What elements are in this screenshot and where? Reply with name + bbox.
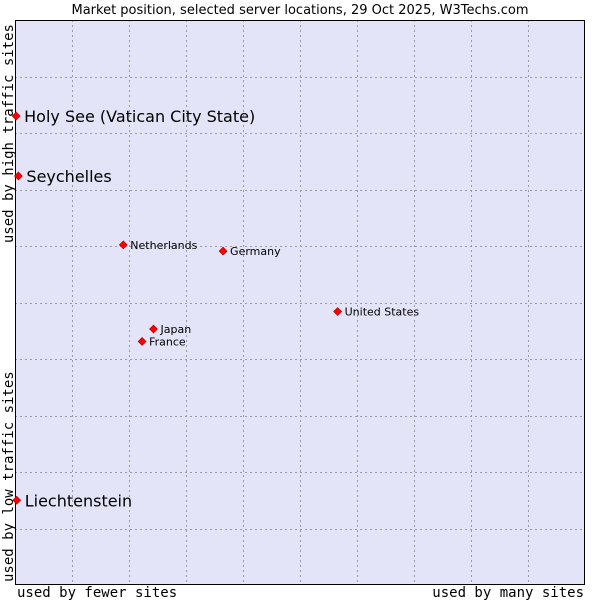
x-axis-label-left: used by fewer sites (17, 585, 177, 600)
data-point-label: United States (345, 306, 420, 319)
grid-lines (15, 20, 585, 585)
data-point-label: Netherlands (130, 239, 197, 252)
x-axis-label-right: used by many sites (432, 585, 584, 600)
data-point (218, 246, 228, 256)
data-point-label: Germany (230, 245, 281, 258)
data-point (149, 324, 158, 334)
data-point-label: Seychelles (26, 167, 111, 186)
data-points: Holy See (Vatican City State) Seychelles N… (11, 107, 420, 510)
data-point (12, 495, 22, 505)
data-point (137, 337, 147, 346)
data-point (13, 171, 23, 181)
y-axis-label-top: used by high traffic sites (1, 24, 17, 243)
chart-title: Market position, selected server locatio… (71, 3, 528, 18)
data-point (118, 240, 128, 250)
y-axis-label-bottom: used by low traffic sites (1, 371, 17, 582)
data-point-label: Japan (160, 323, 192, 336)
data-point-label: Holy See (Vatican City State) (24, 107, 255, 126)
data-point (333, 307, 343, 316)
data-point-label: France (149, 335, 186, 348)
data-point (11, 111, 21, 121)
data-point-label: Liechtenstein (25, 491, 132, 510)
plot-frame (15, 20, 585, 585)
